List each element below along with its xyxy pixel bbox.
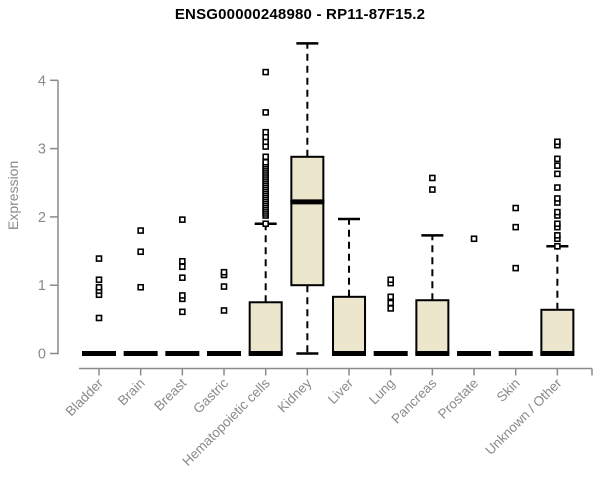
y-tick-label: 3 bbox=[38, 142, 46, 158]
outlier-point bbox=[220, 268, 228, 276]
outlier-point bbox=[512, 204, 520, 212]
outlier-point bbox=[95, 283, 103, 291]
box bbox=[290, 155, 325, 287]
box bbox=[332, 295, 367, 355]
outlier-point bbox=[262, 158, 269, 166]
outlier-point bbox=[554, 242, 561, 250]
outlier-point bbox=[137, 248, 144, 256]
outlier-point bbox=[470, 235, 478, 243]
outlier-point bbox=[137, 227, 144, 234]
outlier-point bbox=[179, 216, 186, 223]
outlier-point bbox=[262, 220, 269, 228]
outlier-point bbox=[179, 292, 186, 299]
outlier-point bbox=[387, 305, 394, 312]
outlier-point bbox=[95, 255, 103, 262]
outlier-point bbox=[554, 184, 561, 191]
outlier-point bbox=[429, 174, 436, 182]
x-tick-label: Skin bbox=[494, 376, 523, 405]
outlier-point bbox=[95, 314, 103, 322]
outlier-point bbox=[554, 162, 561, 169]
outlier-point bbox=[387, 293, 394, 301]
y-tick-label: 1 bbox=[38, 278, 46, 294]
outlier-point bbox=[512, 264, 520, 272]
box bbox=[248, 301, 283, 355]
outlier-point bbox=[95, 276, 103, 284]
outlier-point bbox=[429, 186, 436, 193]
outlier-point bbox=[262, 109, 269, 116]
x-tick-label: Liver bbox=[325, 375, 357, 407]
box bbox=[540, 308, 575, 355]
box bbox=[415, 299, 450, 355]
outlier-point bbox=[554, 195, 561, 202]
outlier-point bbox=[179, 263, 186, 271]
outlier-point bbox=[387, 299, 394, 307]
outlier-point bbox=[137, 283, 144, 291]
chart-title: ENSG00000248980 - RP11-87F15.2 bbox=[174, 6, 426, 23]
outlier-point bbox=[220, 283, 228, 290]
x-tick-label: Prostate bbox=[435, 376, 481, 422]
outlier-point bbox=[179, 308, 186, 316]
x-tick-label: Lung bbox=[366, 376, 398, 408]
outlier-point bbox=[512, 223, 520, 231]
outlier-point bbox=[262, 128, 269, 136]
outlier-point bbox=[554, 170, 561, 178]
x-tick-label: Bladder bbox=[63, 375, 107, 419]
x-tick-label: Gastric bbox=[190, 375, 231, 416]
y-tick-label: 0 bbox=[38, 347, 46, 363]
y-tick-label: 2 bbox=[38, 210, 46, 226]
outlier-point bbox=[554, 155, 561, 163]
outlier-point bbox=[554, 208, 561, 216]
outlier-point bbox=[554, 232, 561, 239]
outlier-point bbox=[262, 153, 269, 161]
outlier-point bbox=[179, 274, 186, 281]
outlier-point bbox=[179, 257, 186, 265]
outlier-point bbox=[554, 138, 561, 146]
x-tick-label: Brain bbox=[115, 376, 148, 409]
outlier-point bbox=[554, 220, 561, 228]
outlier-point bbox=[262, 68, 269, 76]
x-tick-label: Kidney bbox=[275, 375, 315, 415]
y-tick-label: 4 bbox=[38, 73, 46, 89]
x-tick-label: Unknown / Other bbox=[482, 375, 565, 458]
outlier-point bbox=[387, 276, 394, 284]
x-tick-label: Breast bbox=[151, 375, 189, 413]
x-tick-label: Pancreas bbox=[389, 375, 440, 426]
outlier-point bbox=[220, 307, 228, 314]
